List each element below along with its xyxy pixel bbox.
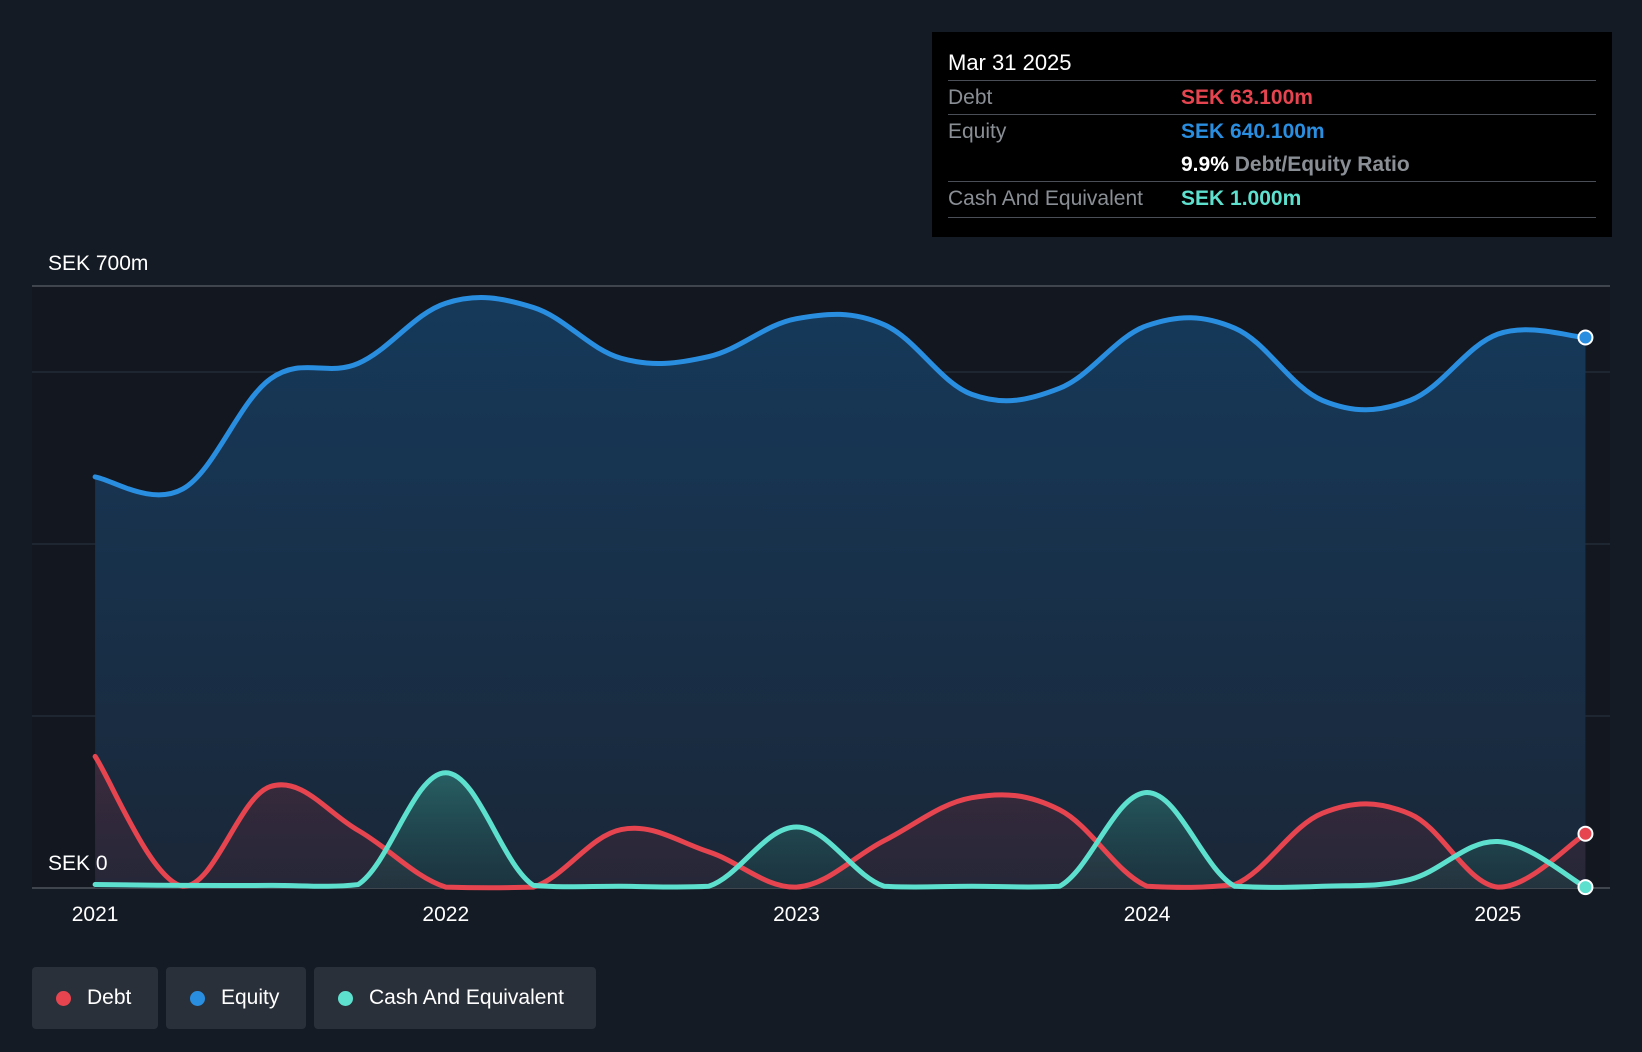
legend-item-debt[interactable]: Debt (32, 967, 158, 1029)
x-tick-label: 2025 (1474, 903, 1521, 926)
x-tick-label: 2022 (422, 903, 469, 926)
tooltip-equity-value: SEK 640.100m (1181, 120, 1325, 143)
tooltip-equity-row: Equity SEK 640.100m (948, 114, 1596, 148)
cash-legend-dot-icon (338, 990, 353, 1006)
equity-area (95, 297, 1586, 889)
x-tick-label: 2023 (773, 903, 820, 926)
tooltip-ratio-value: 9.9% (1181, 153, 1229, 176)
tooltip-divider (948, 217, 1596, 218)
legend-label-equity: Equity (221, 986, 280, 1009)
y-axis-bottom-label: SEK 0 (48, 852, 108, 875)
cash-endpoint-marker[interactable] (1577, 879, 1594, 896)
tooltip-debt-label: Debt (948, 86, 993, 109)
tooltip-equity-label: Equity (948, 120, 1007, 143)
equity-endpoint-marker[interactable] (1577, 329, 1594, 346)
cash-area (95, 772, 1586, 888)
series-lines (92, 295, 1588, 891)
tooltip-panel: Mar 31 2025 Debt SEK 63.100m Equity SEK … (932, 32, 1612, 237)
debt-series-line (92, 753, 1588, 891)
debt-endpoint-marker[interactable] (1577, 825, 1594, 842)
tooltip-debt-value: SEK 63.100m (1181, 86, 1313, 109)
legend-item-cash[interactable]: Cash And Equivalent (314, 967, 596, 1029)
x-axis-tick-labels: 2021 2022 2023 2024 2025 (72, 903, 1521, 926)
cash-series-line (92, 770, 1588, 890)
tooltip-ratio-row: 9.9% Debt/Equity Ratio (948, 148, 1596, 181)
tooltip-cash-row: Cash And Equivalent SEK 1.000m (948, 181, 1596, 215)
tooltip-cash-label: Cash And Equivalent (948, 187, 1143, 210)
legend-label-cash: Cash And Equivalent (369, 986, 564, 1009)
debt-legend-dot-icon (56, 990, 71, 1006)
tooltip-cash-value: SEK 1.000m (1181, 187, 1302, 210)
series-areas (95, 297, 1586, 889)
equity-series-line (92, 295, 1588, 498)
tooltip-ratio-label: Debt/Equity Ratio (1234, 153, 1410, 176)
x-tick-label: 2021 (72, 903, 119, 926)
x-tick-label: 2024 (1124, 903, 1171, 926)
series-endpoints (1577, 329, 1594, 896)
legend-item-equity[interactable]: Equity (166, 967, 306, 1029)
legend-label-debt: Debt (87, 986, 132, 1009)
equity-legend-dot-icon (190, 990, 205, 1006)
tooltip-date: Mar 31 2025 (948, 50, 1072, 75)
tooltip-debt-row: Debt SEK 63.100m (948, 80, 1596, 114)
y-axis-top-label: SEK 700m (48, 252, 148, 275)
